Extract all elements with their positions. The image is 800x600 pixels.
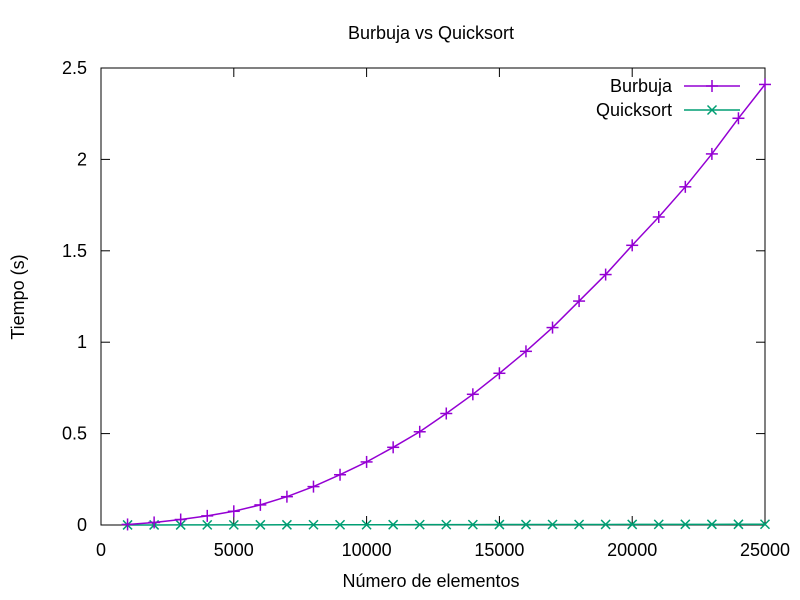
data-point-burbuja <box>546 321 559 334</box>
y-tick-label: 1.5 <box>62 241 87 261</box>
data-point-quicksort <box>574 519 585 530</box>
data-point-burbuja <box>440 407 453 420</box>
legend-label-quicksort: Quicksort <box>596 100 672 120</box>
data-point-burbuja <box>573 295 586 308</box>
data-point-quicksort <box>600 519 611 530</box>
legend-marker-quicksort <box>706 104 718 116</box>
x-tick-label: 0 <box>96 540 106 560</box>
data-point-burbuja <box>280 490 293 503</box>
legend: Burbuja Quicksort <box>596 76 740 120</box>
series-line-burbuja <box>127 83 766 526</box>
data-point-burbuja <box>121 518 134 531</box>
chart-title: Burbuja vs Quicksort <box>348 23 514 43</box>
data-point-burbuja <box>174 513 187 526</box>
data-point-quicksort <box>441 519 452 530</box>
data-point-burbuja <box>254 498 267 511</box>
data-point-quicksort <box>255 519 266 530</box>
plot-area <box>100 67 766 526</box>
data-point-quicksort <box>414 519 425 530</box>
data-point-quicksort <box>335 519 346 530</box>
data-point-quicksort <box>680 519 691 530</box>
data-point-burbuja <box>413 425 426 438</box>
y-tick-label: 2 <box>77 149 87 169</box>
data-point-quicksort <box>361 519 372 530</box>
data-point-burbuja <box>679 180 692 193</box>
data-point-burbuja <box>360 455 373 468</box>
data-point-quicksort <box>547 519 558 530</box>
data-point-burbuja <box>201 509 214 522</box>
data-point-burbuja <box>307 480 320 493</box>
data-point-burbuja <box>493 367 506 380</box>
data-point-burbuja <box>626 239 639 252</box>
data-point-quicksort <box>520 519 531 530</box>
legend-label-burbuja: Burbuja <box>610 76 673 96</box>
x-axis: 0 5000 10000 15000 20000 25000 <box>96 68 790 560</box>
series-layer <box>121 78 771 531</box>
y-axis-label: Tiempo (s) <box>8 254 28 339</box>
data-point-quicksort <box>494 519 505 530</box>
data-point-quicksort <box>706 519 717 530</box>
data-point-burbuja <box>334 468 347 481</box>
y-tick-label: 2.5 <box>62 58 87 78</box>
plot-frame <box>100 67 766 526</box>
data-point-burbuja <box>652 210 665 223</box>
y-tick-label: 0.5 <box>62 424 87 444</box>
data-point-quicksort <box>627 519 638 530</box>
data-point-quicksort <box>281 519 292 530</box>
data-point-burbuja <box>387 441 400 454</box>
data-point-burbuja <box>759 78 771 91</box>
data-point-quicksort <box>467 519 478 530</box>
data-point-burbuja <box>466 388 479 401</box>
y-tick-label: 0 <box>77 515 87 535</box>
data-point-burbuja <box>148 516 161 529</box>
data-point-burbuja <box>227 505 240 518</box>
data-point-burbuja <box>705 147 718 160</box>
x-tick-label: 20000 <box>607 540 657 560</box>
y-axis: 0 0.5 1 1.5 2 2.5 <box>62 58 765 535</box>
data-point-burbuja <box>732 112 745 125</box>
data-point-quicksort <box>228 519 239 530</box>
x-tick-label: 25000 <box>740 540 790 560</box>
data-point-quicksort <box>759 519 771 530</box>
legend-marker-burbuja <box>706 80 718 92</box>
x-tick-label: 10000 <box>342 540 392 560</box>
data-point-quicksort <box>733 519 744 530</box>
y-tick-label: 1 <box>77 332 87 352</box>
data-point-burbuja <box>599 268 612 281</box>
x-axis-label: Número de elementos <box>342 571 519 591</box>
data-point-quicksort <box>202 519 213 530</box>
x-tick-label: 15000 <box>474 540 524 560</box>
data-point-burbuja <box>519 345 532 358</box>
data-point-quicksort <box>308 519 319 530</box>
data-point-quicksort <box>653 519 664 530</box>
x-tick-label: 5000 <box>214 540 254 560</box>
data-point-quicksort <box>388 519 399 530</box>
